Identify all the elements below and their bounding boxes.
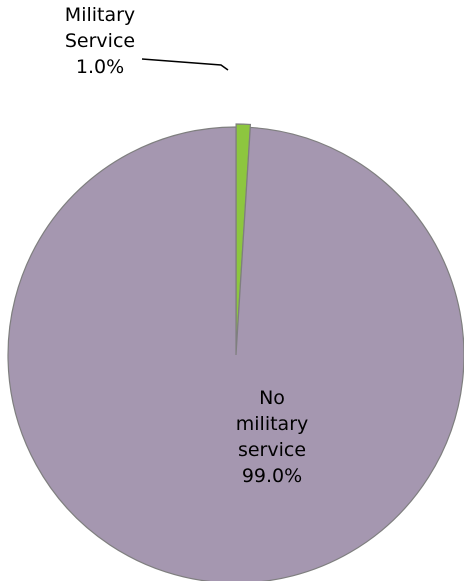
slice-labels: Military Service 1.0% No military service 99.0… xyxy=(65,4,308,487)
label-no-military-service-line-3: 99.0% xyxy=(242,465,302,487)
label-no-military-service-line-1: military xyxy=(236,413,309,435)
label-no-military-service-line-0: No xyxy=(259,387,285,409)
label-military-service: Military Service 1.0% xyxy=(65,4,135,78)
pie-slices xyxy=(7,123,464,581)
label-military-service-line-0: Military xyxy=(65,4,135,26)
label-no-military-service: No military service 99.0% xyxy=(236,387,309,487)
label-military-service-line-2: 1.0% xyxy=(76,56,124,78)
military-service-leader-line xyxy=(141,58,229,71)
label-military-service-line-1: Service xyxy=(65,30,135,52)
label-no-military-service-line-2: service xyxy=(238,439,306,461)
slice-no-military-service xyxy=(7,126,464,581)
